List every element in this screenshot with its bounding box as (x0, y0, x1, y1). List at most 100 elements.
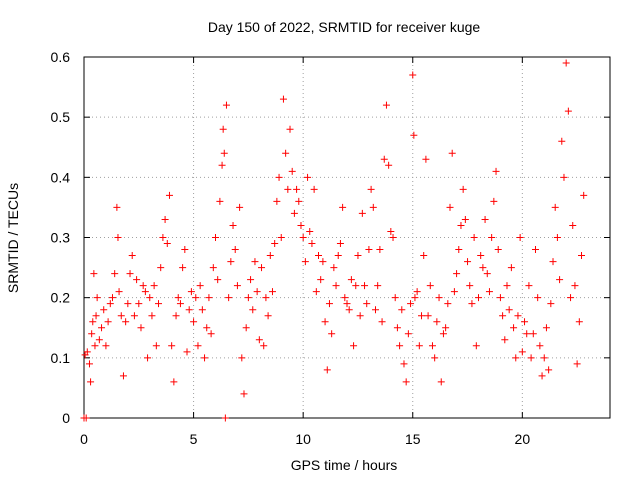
data-point (402, 378, 410, 386)
y-tick-label: 0.3 (51, 230, 71, 246)
data-point (212, 234, 219, 241)
data-point (146, 294, 154, 302)
data-point (428, 342, 436, 350)
data-point (284, 185, 292, 193)
data-point (527, 354, 535, 362)
data-point (501, 336, 509, 344)
data-point (135, 300, 143, 308)
data-point (413, 288, 421, 296)
data-point (128, 252, 136, 260)
axis-ticks: 0 0.1 0.2 0.3 0.4 0.5 0.6 0 5 10 15 20 (51, 49, 610, 447)
data-point (455, 246, 463, 254)
data-point (157, 264, 165, 272)
data-point (229, 221, 237, 229)
data-point (378, 318, 386, 326)
data-point (389, 234, 397, 241)
data-point (104, 318, 112, 326)
data-point (170, 378, 178, 386)
data-point (321, 318, 329, 326)
data-point (518, 348, 526, 356)
data-point (231, 246, 239, 254)
data-point (483, 270, 491, 278)
data-point (106, 300, 114, 308)
data-point (439, 330, 447, 338)
data-point (350, 342, 358, 350)
data-point (236, 203, 244, 211)
data-point (442, 324, 450, 332)
data-point (122, 318, 130, 326)
data-point (571, 282, 579, 290)
data-point (525, 282, 533, 290)
data-point (345, 306, 353, 314)
data-point (485, 288, 493, 296)
data-point (374, 282, 382, 290)
data-point (238, 354, 246, 362)
data-point (549, 258, 557, 266)
data-point (496, 294, 504, 302)
data-point (347, 276, 355, 284)
x-tick-label: 15 (405, 431, 421, 447)
data-point (562, 59, 570, 67)
data-point (264, 312, 272, 320)
data-point (420, 252, 428, 260)
data-point (133, 276, 141, 284)
data-point (545, 366, 553, 374)
data-point (198, 306, 206, 314)
data-point (148, 312, 156, 320)
y-tick-label: 0.1 (51, 350, 71, 366)
data-point (400, 360, 408, 368)
data-point (538, 372, 546, 380)
data-point (556, 276, 564, 284)
data-point (404, 330, 412, 338)
data-point (111, 270, 119, 278)
y-tick-label: 0 (62, 410, 70, 426)
data-point (396, 342, 404, 350)
data-point (444, 300, 452, 308)
data-point (409, 71, 417, 79)
y-tick-label: 0.2 (51, 290, 71, 306)
data-point (150, 282, 158, 290)
data-point (328, 330, 336, 338)
data-points (80, 59, 588, 422)
data-point (488, 234, 496, 241)
data-point (361, 282, 369, 290)
data-point (542, 324, 550, 332)
data-point (459, 185, 467, 193)
data-point (100, 306, 108, 314)
data-point (282, 149, 290, 157)
data-point (363, 300, 371, 308)
data-point (336, 240, 344, 248)
data-point (472, 342, 480, 350)
data-point (85, 360, 93, 368)
data-point (196, 282, 204, 290)
data-point (479, 264, 487, 272)
data-point (87, 378, 95, 386)
data-point (393, 324, 401, 332)
data-point (341, 294, 349, 302)
data-point (174, 294, 182, 302)
data-point (221, 414, 229, 422)
data-point (523, 330, 531, 338)
data-point (181, 246, 189, 254)
data-point (343, 300, 351, 308)
data-point (365, 246, 373, 254)
data-point (540, 354, 548, 362)
data-point (380, 155, 388, 163)
data-point (233, 282, 241, 290)
data-point (90, 270, 98, 278)
data-point (431, 354, 439, 362)
data-point (551, 203, 559, 211)
data-point (203, 324, 211, 332)
data-point (387, 227, 395, 235)
data-point (334, 252, 342, 260)
data-point (317, 276, 325, 284)
data-point (398, 306, 406, 314)
data-point (83, 348, 91, 356)
data-point (183, 348, 191, 356)
data-point (424, 312, 432, 320)
data-point (205, 294, 213, 302)
data-point (507, 264, 515, 272)
data-point (89, 318, 97, 326)
data-point (470, 234, 478, 241)
